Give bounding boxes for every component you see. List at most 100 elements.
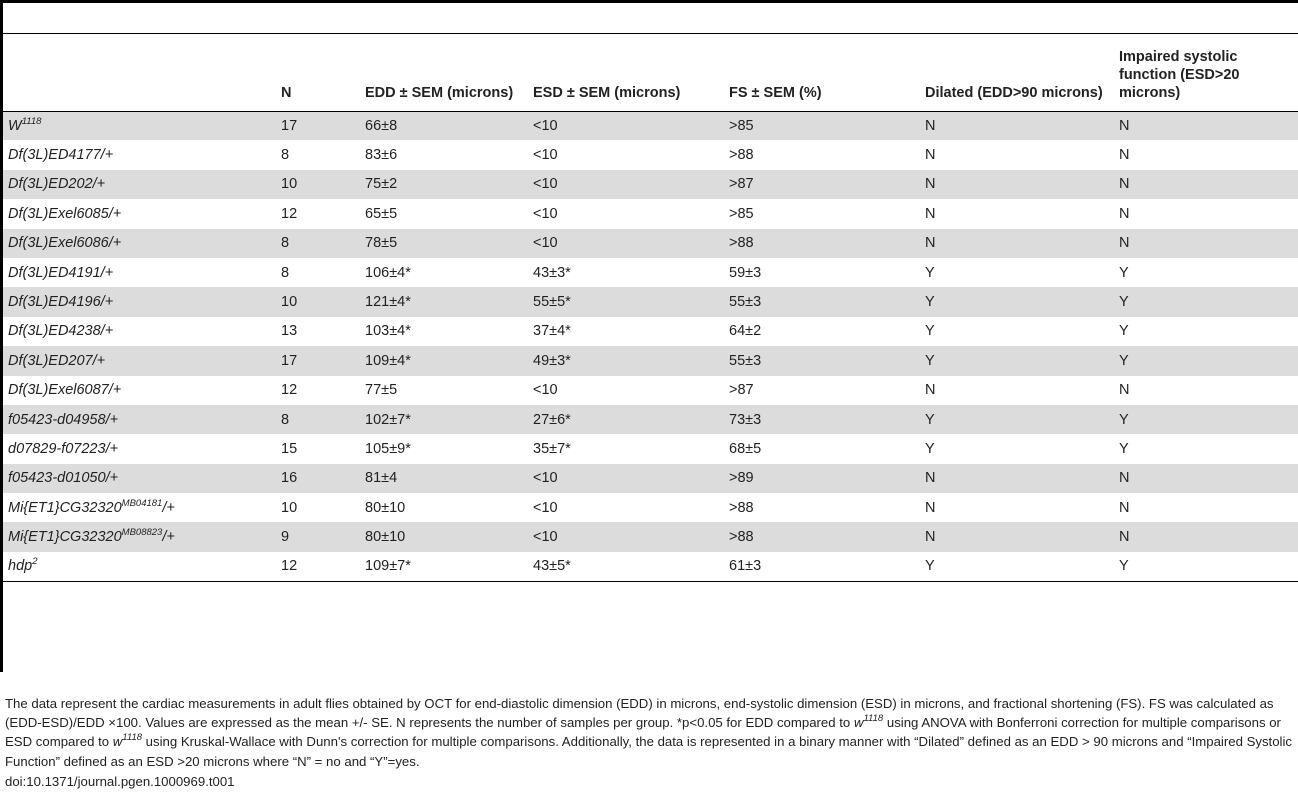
cell-edd: 65±5 [365,205,398,222]
cell-impaired: N [1115,463,1298,494]
cell-genotype: Df(3L)ED4196/+ [3,287,277,317]
genotype-name: f05423-d04958/+ [8,411,119,428]
cell-dilated: Y [925,264,935,281]
cell-genotype: Df(3L)ED4177/+ [3,140,277,169]
cell-fs: >88 [729,147,754,164]
genotype-name: Mi{ET1}CG32320 [8,499,122,516]
cell-genotype: W1118 [3,111,277,141]
cardiac-measurements-table: N EDD ± SEM (microns) ESD ± SEM (microns… [3,36,1298,582]
genotype-name: f05423-d01050/+ [8,470,119,487]
cell-edd: 80±10 [365,499,406,516]
cell-edd: 75±2 [361,169,529,200]
cell-fs: 64±2 [729,323,762,340]
cell-fs: 55±3 [725,287,921,317]
cell-esd: 27±6* [529,404,725,435]
table-row: Df(3L)Exel6086/+ 8 78±5 <10 >88 N N [3,228,1298,258]
genotype-name: Df(3L)Exel6087/+ [8,382,122,399]
header-top-rule [3,33,1298,34]
cell-esd: 43±3* [533,264,571,281]
cell-dilated: Y [921,346,1115,376]
table-row: Df(3L)ED202/+ 10 75±2 <10 >87 N N [3,169,1298,200]
table-row: Df(3L)ED4191/+ 8 106±4* 43±3* 59±3 Y Y [3,258,1298,287]
cell-esd: <10 [533,205,558,222]
cell-dilated: N [925,382,936,399]
cell-dilated: N [925,147,936,164]
cell-edd: 102±7* [361,404,529,435]
cell-esd: <10 [529,522,725,552]
cell-esd: 35±7* [533,440,571,457]
genotype-name: Df(3L)Exel6086/+ [8,235,122,252]
cell-n: 10 [277,287,361,317]
footnote-text-2: using ANOVA with Bonferroni correction f… [5,715,1281,750]
cell-genotype: hdp2 [3,551,277,582]
cell-dilated: N [921,169,1115,200]
cell-fs: >85 [725,111,921,141]
genotype-name: Df(3L)ED4238/+ [8,323,114,340]
cell-edd: 109±4* [361,346,529,376]
top-rule [0,0,1298,3]
cell-dilated: Y [921,551,1115,582]
genotype-name: Df(3L)ED4191/+ [8,264,114,281]
cell-fs: 55±3 [725,346,921,376]
cell-impaired: N [1119,147,1130,164]
cell-dilated: N [921,228,1115,258]
header-row: N EDD ± SEM (microns) ESD ± SEM (microns… [3,36,1298,112]
cell-genotype: Df(3L)Exel6085/+ [3,199,277,228]
genotype-suffix: /+ [162,499,175,516]
cell-fs: 73±3 [725,404,921,435]
cell-esd: 43±5* [529,551,725,582]
cell-fs: >88 [729,499,754,516]
table-row: f05423-d04958/+ 8 102±7* 27±6* 73±3 Y Y [3,404,1298,435]
cell-edd: 80±10 [361,522,529,552]
cell-genotype: Df(3L)ED207/+ [3,346,277,376]
cell-genotype: Df(3L)Exel6087/+ [3,376,277,405]
cell-dilated: N [921,522,1115,552]
cell-fs: >88 [725,228,921,258]
table-row: Df(3L)ED4196/+ 10 121±4* 55±5* 55±3 Y Y [3,287,1298,317]
cell-dilated: Y [925,440,935,457]
table-body: W1118 17 66±8 <10 >85 N N Df(3L)ED4177/+ 8 83±6 <1… [3,111,1298,582]
header-edd: EDD ± SEM (microns) [361,36,529,112]
cell-impaired: N [1119,499,1130,516]
cell-fs: >89 [725,463,921,494]
cell-genotype: Df(3L)Exel6086/+ [3,228,277,258]
cell-edd: 77±5 [365,382,398,399]
table-row: d07829-f07223/+ 15 105±9* 35±7* 68±5 Y Y [3,434,1298,463]
cell-esd: <10 [529,169,725,200]
table-row: Df(3L)ED4177/+ 8 83±6 <10 >88 N N [3,140,1298,169]
cell-edd: 103±4* [365,323,411,340]
cell-n: 17 [277,111,361,141]
doi-text: doi:10.1371/journal.pgen.1000969.t001 [5,774,235,789]
cell-fs: >87 [729,382,754,399]
cell-edd: 121±4* [361,287,529,317]
cell-edd: 109±7* [361,551,529,582]
cell-impaired: N [1115,522,1298,552]
cell-esd: <10 [533,499,558,516]
cell-impaired: Y [1119,264,1129,281]
cell-genotype: Df(3L)ED4238/+ [3,317,277,346]
table-footnote: The data represent the cardiac measureme… [5,694,1295,771]
cell-fs: >87 [725,169,921,200]
cell-genotype: Mi{ET1}CG32320MB08823/+ [3,522,277,552]
cell-genotype: Df(3L)ED202/+ [3,169,277,200]
cell-edd: 105±9* [365,440,411,457]
cell-esd: 55±5* [529,287,725,317]
cell-n: 12 [277,551,361,582]
cell-fs: 59±3 [729,264,762,281]
table-row: W1118 17 66±8 <10 >85 N N [3,111,1298,141]
footnote-w1118-sup: 1118 [863,713,884,725]
genotype-name: Df(3L)ED4177/+ [8,147,114,164]
cell-n: 8 [281,264,290,281]
cell-fs: 68±5 [729,440,762,457]
table-row: Df(3L)Exel6087/+ 12 77±5 <10 >87 N N [3,376,1298,405]
genotype-name: W [8,117,22,134]
cell-esd: <10 [529,111,725,141]
cell-n: 10 [277,169,361,200]
table-row: Mi{ET1}CG32320MB08823/+ 9 80±10 <10 >88 N N [3,522,1298,552]
cell-n: 10 [281,499,298,516]
cell-impaired: Y [1119,440,1129,457]
genotype-suffix: /+ [162,529,175,546]
cell-impaired: N [1115,111,1298,141]
cell-n: 15 [281,440,298,457]
table-row: Df(3L)ED207/+ 17 109±4* 49±3* 55±3 Y Y [3,346,1298,376]
